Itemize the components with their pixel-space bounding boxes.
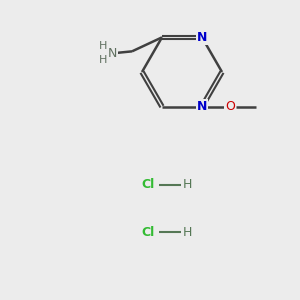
Text: N: N (197, 31, 207, 44)
Text: H: H (99, 56, 107, 65)
Text: H: H (182, 178, 192, 191)
Text: O: O (225, 100, 235, 113)
Text: N: N (107, 47, 117, 60)
Text: Cl: Cl (141, 178, 154, 191)
Text: H: H (182, 226, 192, 238)
Text: Cl: Cl (141, 226, 154, 238)
Text: H: H (99, 41, 107, 51)
Text: N: N (197, 100, 207, 113)
